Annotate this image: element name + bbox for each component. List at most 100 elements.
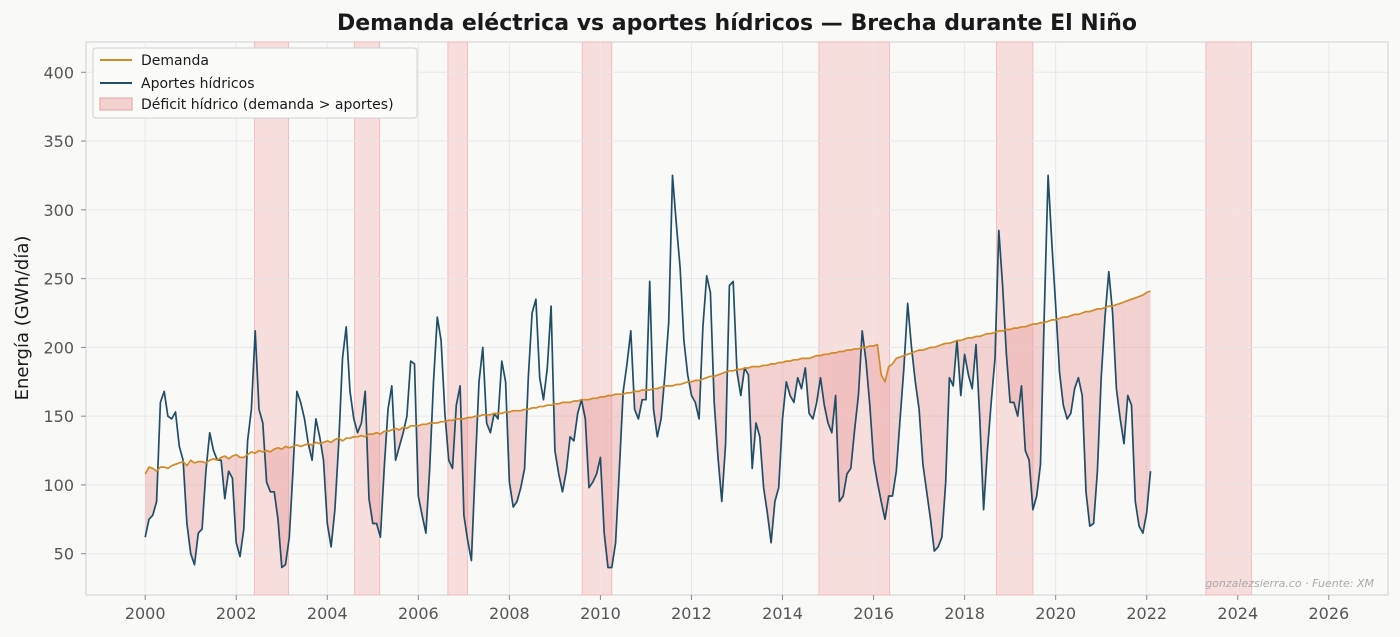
deficit-segment-196: [888, 363, 893, 496]
x-axis-ticks: 2000 2002 2004 2006 2008 2010 2012 2014 2016 2018…: [125, 595, 1349, 623]
deficit-segment-262: [1139, 295, 1143, 534]
deficit-segment-259: [1127, 299, 1132, 406]
el-nino-band-3: [581, 41, 613, 596]
deficit-segment-110: [562, 402, 567, 492]
el-nino-band-1: [354, 41, 381, 596]
deficit-segment-170: [790, 359, 794, 403]
deficit-segment-183: [839, 351, 844, 502]
deficit-segment-250: [1093, 308, 1098, 524]
y-tick-label-3: 200: [43, 338, 74, 357]
deficit-segment-241: [1059, 317, 1064, 406]
deficit-segment-129: [634, 391, 639, 419]
deficit-segment-249: [1089, 310, 1094, 527]
x-tick-label-0: 2000: [125, 604, 166, 623]
legend-label-aportes: Aportes hídricos: [141, 76, 254, 92]
deficit-segment-61: [376, 432, 381, 538]
deficit-segment-198: [896, 357, 901, 472]
deficit-segment-119: [596, 396, 601, 474]
el-nino-band-0: [254, 41, 289, 596]
deficit-segment-212: [949, 341, 954, 386]
x-tick-label-13: 2026: [1308, 604, 1349, 623]
footer-credit: gonzalezsierra.co · Fuente: XM: [1205, 577, 1374, 590]
series-line-demanda: [144, 290, 1151, 475]
deficit-segment-0: [145, 467, 149, 538]
deficit-segment-33: [270, 449, 275, 492]
deficit-segment-108: [554, 403, 559, 474]
deficit-segment-165: [771, 363, 775, 543]
x-tick-label-11: 2022: [1126, 604, 1167, 623]
deficit-segment-34: [274, 447, 278, 520]
deficit-segment-204: [919, 350, 923, 465]
deficit-segment-85: [467, 417, 472, 561]
deficit-segment-24: [236, 454, 241, 557]
x-tick-label-12: 2024: [1217, 604, 1258, 623]
deficit-segment-205: [922, 348, 927, 492]
deficit-segment-162: [759, 365, 764, 488]
deficit-segment-60: [372, 432, 377, 524]
deficit-segment-258: [1123, 300, 1128, 444]
deficit-fill: [145, 290, 1151, 568]
deficit-segment-80: [448, 420, 453, 469]
deficit-segment-48: [327, 440, 332, 547]
deficit-segment-49: [331, 439, 335, 547]
deficit-segment-66: [395, 428, 400, 461]
deficit-segment-193: [877, 344, 882, 502]
deficit-segment-242: [1063, 317, 1068, 419]
deficit-segment-261: [1135, 296, 1140, 527]
deficit-segment-84: [463, 417, 468, 540]
y-tick-label-6: 350: [43, 132, 74, 151]
legend-label-deficit: Déficit hídrico (demanda > aportes): [141, 97, 394, 113]
y-tick-label-4: 250: [43, 270, 74, 289]
deficit-segment-263: [1142, 292, 1147, 534]
deficit-segment-12: [190, 460, 195, 565]
deficit-segment-152: [721, 372, 726, 502]
deficit-segment-192: [873, 344, 878, 483]
deficit-segment-245: [1074, 314, 1079, 389]
deficit-segment-234: [1032, 324, 1037, 510]
deficit-segment-191: [869, 346, 874, 461]
deficit-segment-235: [1036, 322, 1041, 496]
chart-title: Demanda eléctrica vs aportes hídricos — …: [337, 11, 1137, 36]
deficit-segment-180: [828, 352, 832, 433]
deficit-segment-230: [1017, 326, 1022, 417]
deficit-segment-160: [752, 366, 756, 469]
deficit-segment-99: [520, 409, 525, 488]
deficit-segment-184: [843, 350, 848, 496]
deficit-segment-122: [608, 395, 612, 568]
deficit-segment-206: [926, 347, 931, 520]
el-nino-band-5: [996, 41, 1034, 596]
legend-box: [92, 47, 418, 119]
x-tick-label-3: 2006: [398, 604, 439, 623]
deficit-segment-14: [198, 461, 203, 534]
deficit-segment-221: [983, 333, 988, 510]
y-tick-label-2: 150: [43, 407, 74, 426]
deficit-segment-243: [1067, 315, 1071, 419]
deficit-segment-36: [281, 446, 286, 568]
deficit-segment-197: [892, 358, 897, 496]
deficit-segment-260: [1131, 297, 1136, 502]
deficit-segment-264: [1146, 290, 1151, 513]
deficit-segment-228: [1010, 328, 1014, 403]
deficit-segment-72: [418, 424, 423, 516]
deficit-segment-1: [148, 467, 153, 520]
deficit-segment-135: [657, 387, 662, 437]
deficit-segment-163: [763, 365, 768, 513]
deficit-segment-98: [516, 410, 521, 502]
deficit-segment-222: [987, 333, 992, 451]
deficit-segment-220: [979, 335, 984, 510]
deficit-segment-112: [570, 401, 574, 441]
deficit-segment-175: [809, 357, 813, 419]
plot-area: [85, 41, 1389, 596]
deficit-segment-181: [831, 352, 836, 433]
el-nino-band-4: [818, 41, 890, 596]
series-line-aportes: [144, 174, 1152, 569]
legend-label-demanda: Demanda: [141, 53, 209, 69]
deficit-segment-209: [938, 344, 942, 547]
deficit-segment-169: [786, 361, 791, 396]
deficit-segment-195: [884, 366, 889, 520]
deficit-segment-166: [774, 362, 779, 502]
deficit-segment-118: [592, 398, 597, 483]
x-tick-label-10: 2020: [1035, 604, 1076, 623]
x-tick-label-2: 2004: [307, 604, 348, 623]
